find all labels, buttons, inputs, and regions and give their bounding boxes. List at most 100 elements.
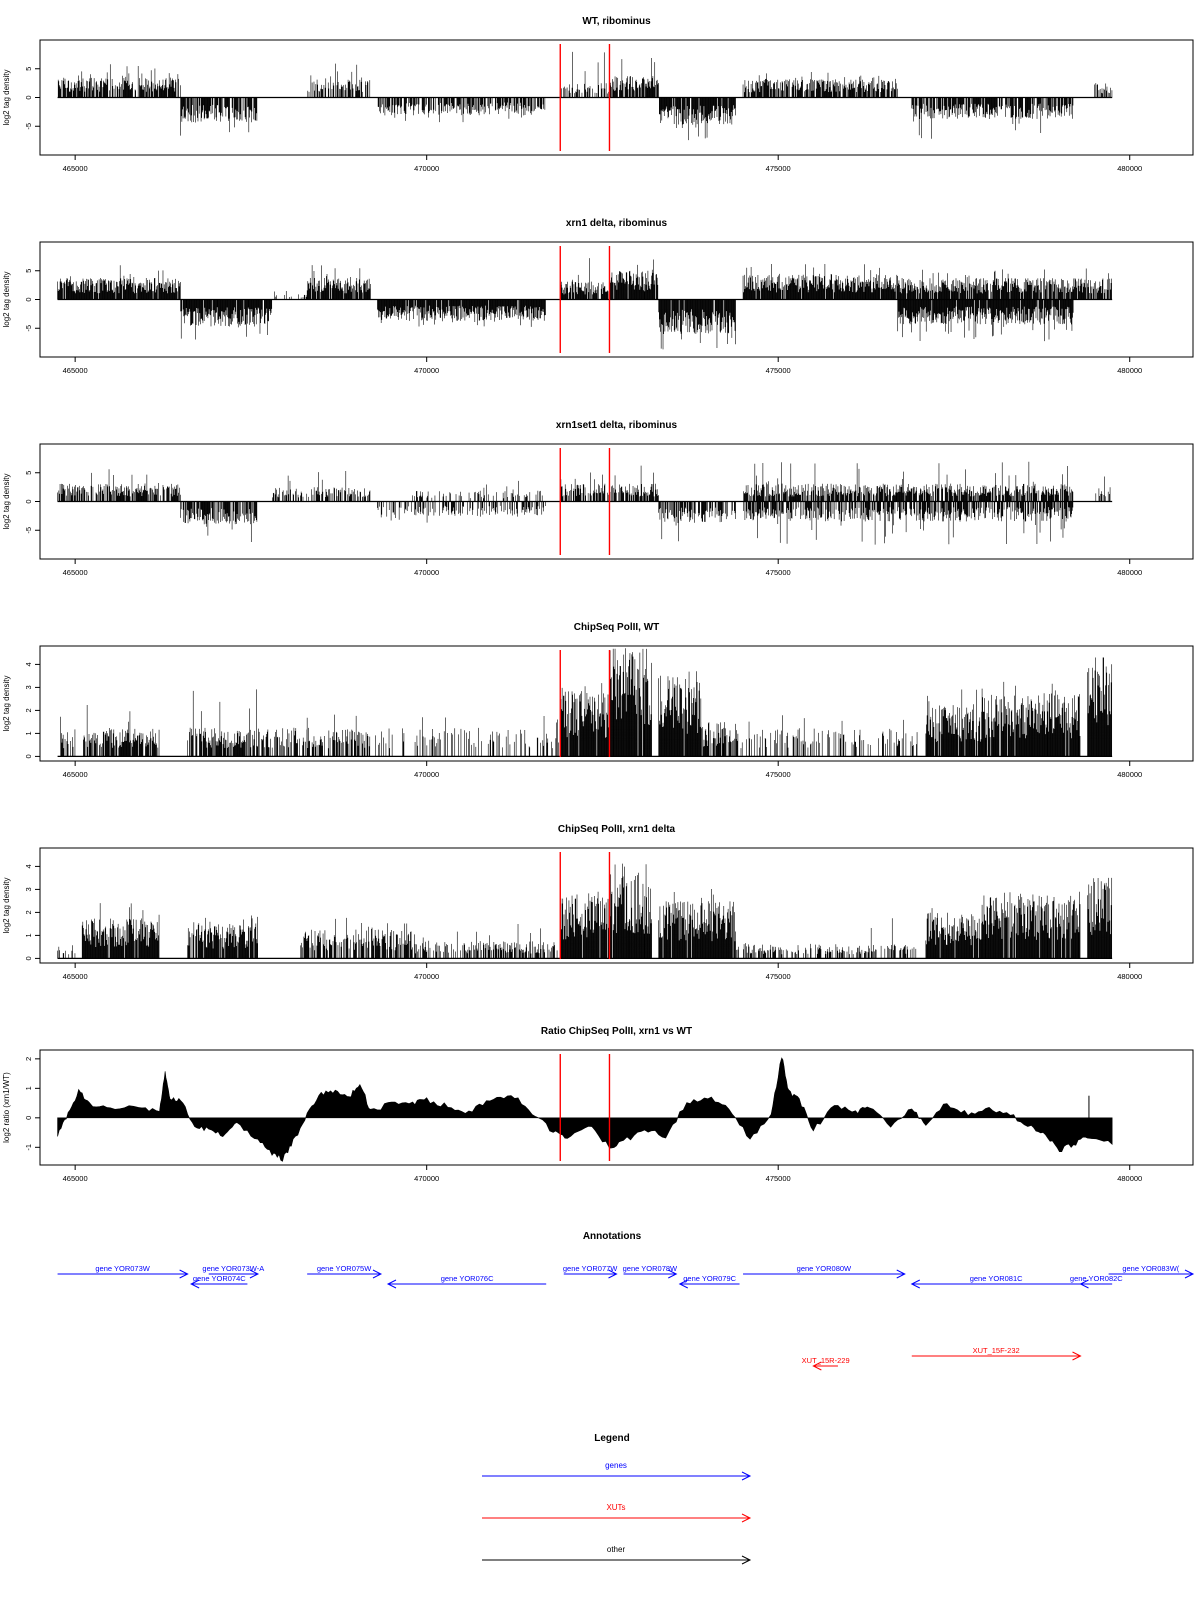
gene-annotation-arrow xyxy=(563,1269,618,1279)
panel-title: xrn1set1 delta, ribominus xyxy=(556,420,678,431)
y-tick-label: 5 xyxy=(24,269,33,273)
x-tick-label: 475000 xyxy=(766,568,791,577)
panel-title: ChipSeq PolII, xrn1 delta xyxy=(558,824,676,835)
density-bars xyxy=(57,51,1113,141)
plot-frame xyxy=(39,1049,1194,1166)
legend-genes-arrow xyxy=(482,1471,752,1481)
data-marks xyxy=(57,461,1113,545)
x-tick-label: 480000 xyxy=(1117,770,1142,779)
x-tick-label: 465000 xyxy=(63,366,88,375)
y-tick-label: -5 xyxy=(24,527,33,534)
y-tick-label: 3 xyxy=(24,685,33,689)
gene-annotation-label: gene YOR080W xyxy=(797,1264,852,1273)
arrow-head xyxy=(372,1269,383,1279)
arrow-head xyxy=(910,1279,921,1289)
y-tick-label: 2 xyxy=(24,708,33,712)
y-axis: -1 0 1 2 xyxy=(24,1057,40,1151)
x-tick-label: 475000 xyxy=(766,770,791,779)
gene-annotation-arrow xyxy=(623,1269,678,1279)
y-axis-label: log2 tag density xyxy=(2,473,11,529)
y-tick-label: -5 xyxy=(24,123,33,130)
y-tick-label: 1 xyxy=(24,933,33,937)
x-tick-label: 470000 xyxy=(414,568,439,577)
track-panel-5: ChipSeq PolII, xrn1 delta log2 tag densit… xyxy=(2,824,1194,981)
y-tick-label: 0 xyxy=(24,297,33,301)
y-tick-label: 4 xyxy=(24,864,33,868)
y-tick-label: 2 xyxy=(24,910,33,914)
gene-annotation-label: gene YOR078W xyxy=(623,1264,678,1273)
data-marks xyxy=(57,1057,1113,1162)
x-tick-label: 470000 xyxy=(414,1174,439,1183)
y-axis-label: log2 ratio (xrn1/WT) xyxy=(2,1072,11,1143)
arrow-head xyxy=(249,1269,260,1279)
y-axis-label: log2 tag density xyxy=(2,271,11,327)
x-tick-label: 480000 xyxy=(1117,366,1142,375)
ratio-area xyxy=(57,1057,1113,1162)
y-axis: 0 1 2 3 4 xyxy=(24,662,40,758)
x-tick-label: 465000 xyxy=(63,1174,88,1183)
annotations-track: Annotations gene YOR073W gene YOR073W-Age… xyxy=(57,1231,1195,1371)
density-bars xyxy=(57,461,1111,545)
arrow-head xyxy=(608,1269,618,1279)
y-tick-label: 1 xyxy=(24,731,33,735)
y-tick-label: 0 xyxy=(24,499,33,503)
x-axis: 465000 470000 475000 480000 xyxy=(63,761,1142,779)
panel-title: xrn1 delta, ribominus xyxy=(566,218,668,229)
gene-annotation-arrow xyxy=(190,1279,248,1289)
arrow-head xyxy=(812,1361,822,1371)
legend: Legend genes XUTs other xyxy=(482,1433,752,1565)
y-tick-label: 3 xyxy=(24,887,33,891)
y-axis-label: log2 tag density xyxy=(2,69,11,125)
xut-annotation-label: XUT_15R-229 xyxy=(802,1356,850,1365)
gene-annotation-label: gene YOR083W( xyxy=(1122,1264,1179,1273)
x-tick-label: 480000 xyxy=(1117,164,1142,173)
density-bars xyxy=(60,648,1113,757)
panel-title: WT, ribominus xyxy=(582,16,651,27)
x-tick-label: 480000 xyxy=(1117,568,1142,577)
y-tick-label: 5 xyxy=(24,67,33,71)
data-marks xyxy=(57,648,1113,758)
x-tick-label: 480000 xyxy=(1117,1174,1142,1183)
arrow-head xyxy=(1184,1269,1195,1279)
legend-item-label: other xyxy=(607,1545,626,1554)
density-bars xyxy=(57,258,1112,350)
gene-annotation-label: gene YOR074C xyxy=(193,1274,246,1283)
y-tick-label: -1 xyxy=(24,1144,33,1151)
y-tick-label: 5 xyxy=(24,471,33,475)
xut-annotation-arrow xyxy=(812,1361,838,1371)
legend-item-label: genes xyxy=(605,1461,627,1470)
y-tick-label: 2 xyxy=(24,1057,33,1061)
x-tick-label: 465000 xyxy=(63,770,88,779)
x-tick-label: 480000 xyxy=(1117,972,1142,981)
legend-other-arrow xyxy=(482,1555,752,1565)
track-panel-3: xrn1set1 delta, ribominus log2 tag densit… xyxy=(2,420,1194,577)
arrow-head xyxy=(741,1555,752,1565)
x-axis: 465000 470000 475000 480000 xyxy=(63,559,1142,577)
x-tick-label: 470000 xyxy=(414,164,439,173)
xut-annotation-arrow xyxy=(911,1351,1082,1361)
x-axis: 465000 470000 475000 480000 xyxy=(63,155,1142,173)
arrow-head xyxy=(668,1269,678,1279)
gene-annotation-arrow xyxy=(910,1279,1081,1289)
y-tick-label: -5 xyxy=(24,325,33,332)
gene-annotation-label: gene YOR075W xyxy=(317,1264,372,1273)
arrow-head xyxy=(1079,1279,1089,1289)
x-axis: 465000 470000 475000 480000 xyxy=(63,1165,1142,1183)
y-tick-label: 1 xyxy=(24,1086,33,1090)
y-tick-label: 4 xyxy=(24,662,33,666)
x-tick-label: 470000 xyxy=(414,972,439,981)
x-tick-label: 475000 xyxy=(766,366,791,375)
gene-annotation-label: gene YOR079C xyxy=(683,1274,736,1283)
y-tick-label: 0 xyxy=(24,754,33,758)
arrow-head xyxy=(741,1471,752,1481)
annotations-title: Annotations xyxy=(583,1231,642,1242)
legend-XUTs-arrow xyxy=(482,1513,752,1523)
plot-frame xyxy=(39,847,1194,964)
arrow-head xyxy=(741,1513,752,1523)
gene-annotation-arrow xyxy=(678,1279,740,1289)
xut-annotation-label: XUT_15F-232 xyxy=(973,1346,1020,1355)
panel-title: Ratio ChipSeq PolII, xrn1 vs WT xyxy=(541,1026,692,1037)
y-tick-label: 0 xyxy=(24,956,33,960)
